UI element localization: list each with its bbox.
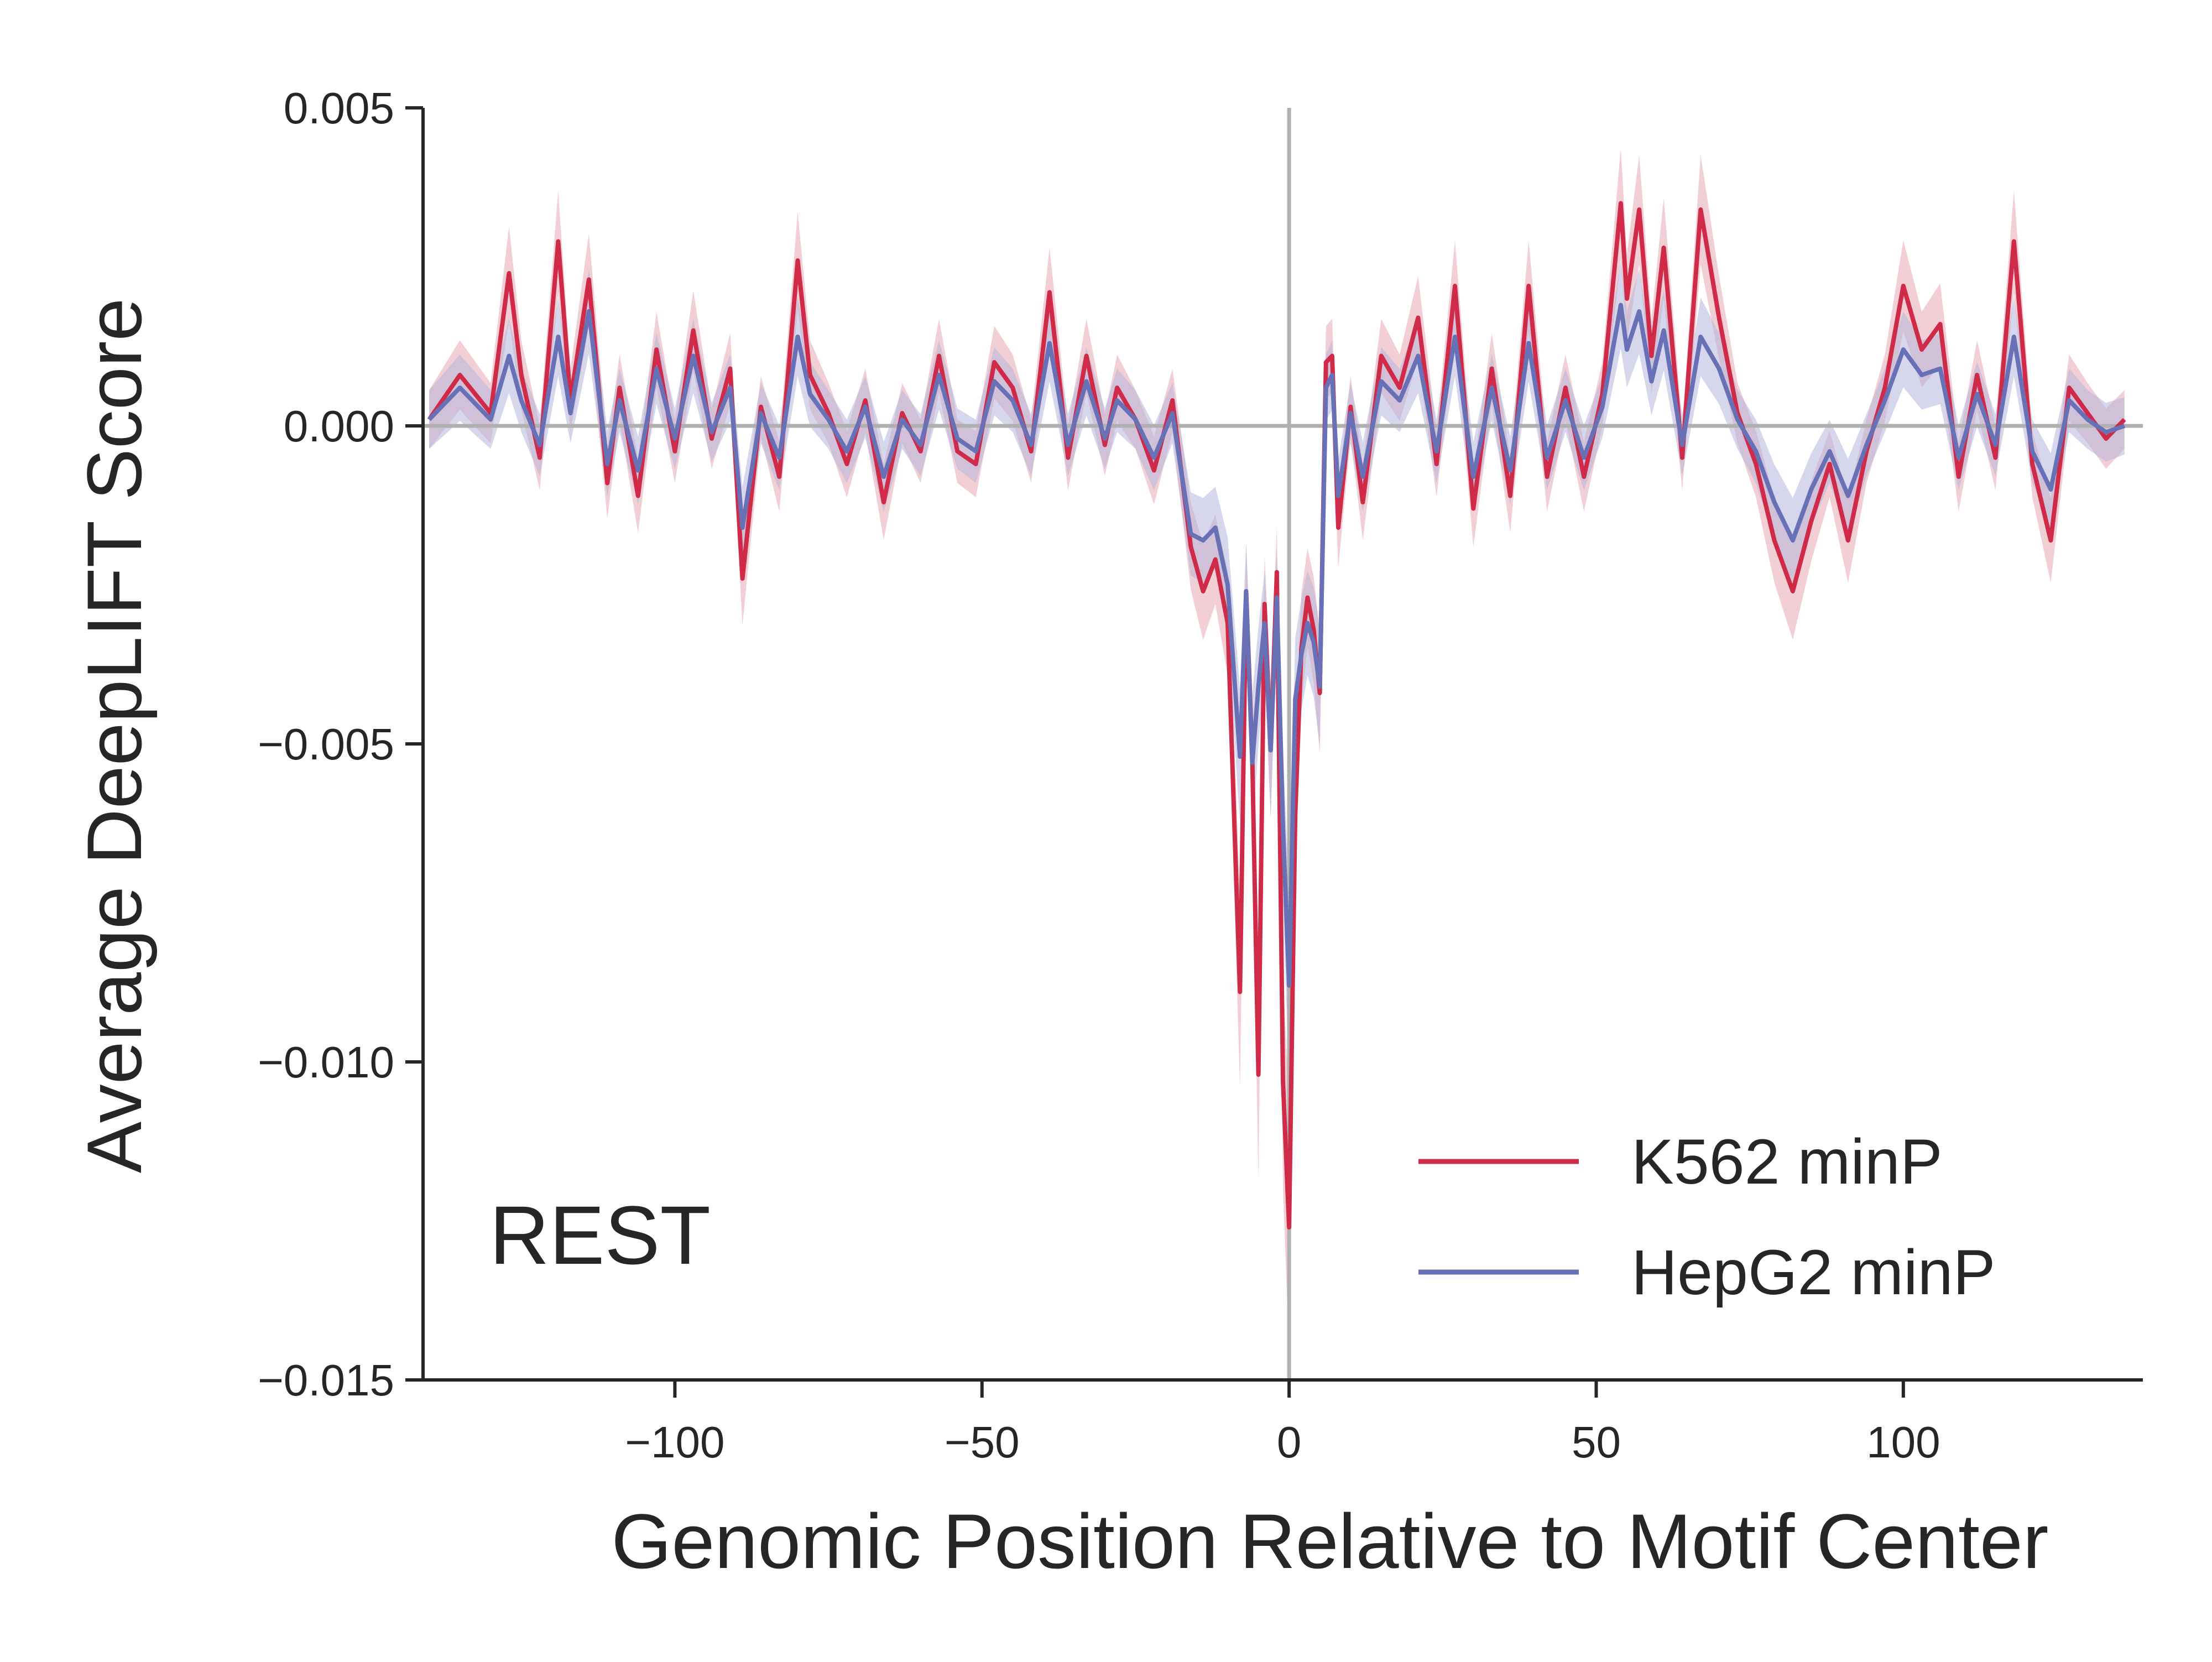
legend-label: HepG2 minP (1631, 1237, 1995, 1308)
x-tick-label: 0 (1277, 1418, 1302, 1467)
y-axis-title: Average DeepLIFT Score (71, 298, 158, 1173)
y-tick-label: −0.010 (258, 1038, 394, 1087)
series-line-hepg2 (427, 303, 2126, 988)
rest-annotation: REST (489, 1189, 711, 1281)
y-tick-label: 0.005 (284, 84, 394, 133)
x-tick-label: 100 (1866, 1418, 1940, 1467)
series-line-k562 (427, 201, 2126, 1229)
y-tick-label: 0.000 (284, 402, 394, 451)
y-tick-label: −0.005 (258, 720, 394, 769)
legend: K562 minP HepG2 minP (1418, 1127, 1995, 1308)
x-axis-ticks: −100 −50 0 50 100 (625, 1380, 1940, 1467)
legend-label: K562 minP (1631, 1127, 1943, 1197)
y-axis-ticks: 0.005 0.000 −0.005 −0.010 −0.015 (258, 84, 423, 1405)
x-tick-label: −50 (945, 1418, 1020, 1467)
confidence-band-hepg2 (429, 262, 2125, 1082)
x-tick-label: −100 (625, 1418, 724, 1467)
x-tick-label: 50 (1572, 1418, 1621, 1467)
y-tick-label: −0.015 (258, 1356, 394, 1405)
x-axis-title: Genomic Position Relative to Motif Cente… (612, 1498, 2049, 1585)
series-lines (427, 201, 2126, 1229)
